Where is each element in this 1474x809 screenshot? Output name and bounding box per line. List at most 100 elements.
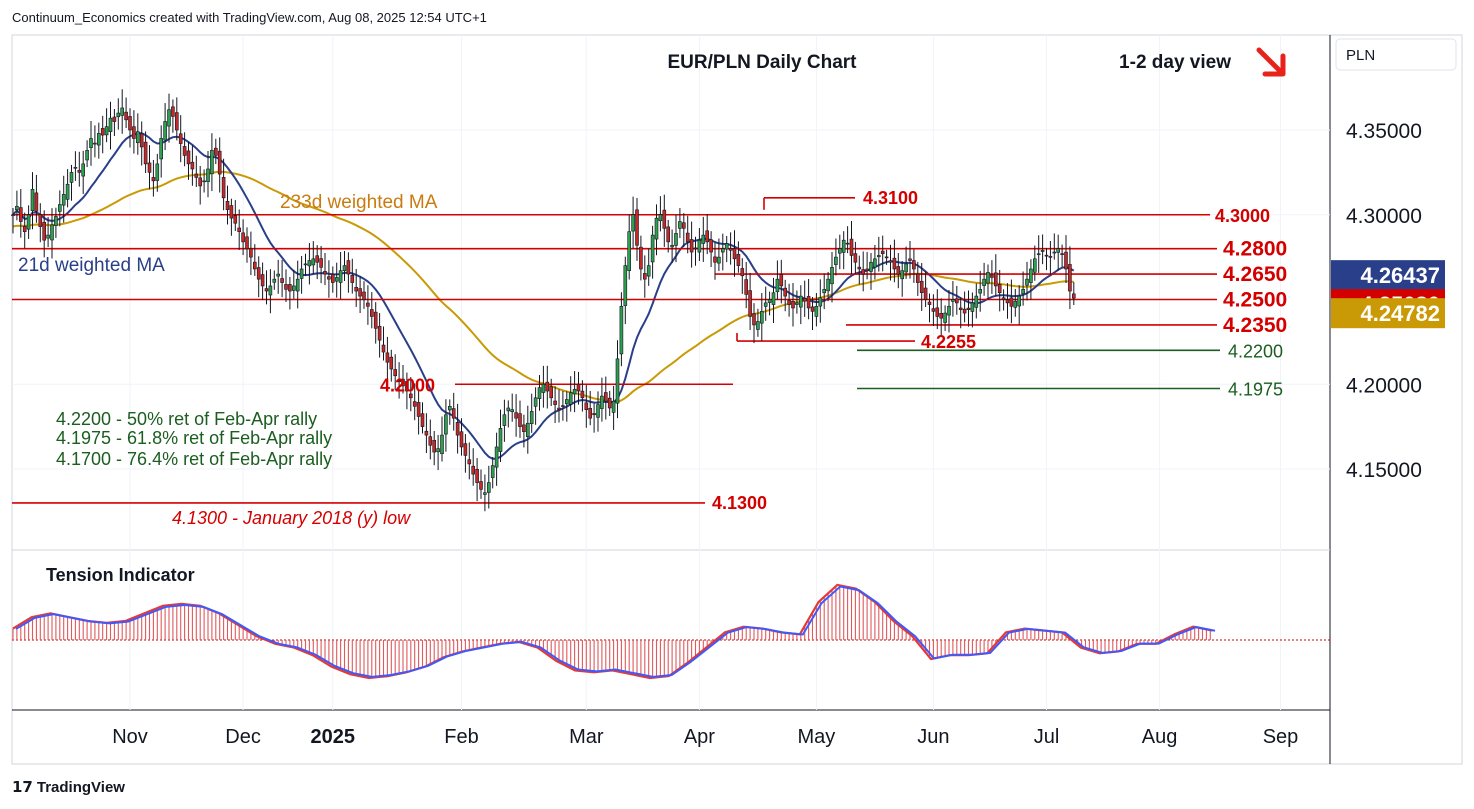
candle-body: [588, 408, 593, 419]
candle-body: [81, 163, 85, 177]
candle-body: [276, 273, 281, 277]
time-tick-label: Dec: [225, 726, 261, 748]
candle-body: [1044, 254, 1049, 257]
candle-body: [147, 162, 152, 173]
candle-body: [245, 236, 249, 249]
candle-body: [873, 258, 877, 268]
candle-body: [1029, 268, 1033, 283]
level-label-4.2350: 4.2350: [1223, 314, 1287, 337]
candle-body: [171, 106, 175, 117]
note-retracement-50: 4.2200 - 50% ret of Feb-Apr rally: [56, 409, 317, 429]
price-tick-label: 4.20000: [1346, 374, 1422, 397]
candle-body: [681, 222, 686, 229]
candle-body: [467, 459, 472, 465]
candle-body: [818, 297, 823, 307]
candle-body: [405, 381, 409, 392]
candle-body: [514, 412, 518, 419]
candle-body: [167, 109, 171, 127]
candle-body: [713, 256, 717, 263]
currency-box[interactable]: PLN: [1335, 38, 1457, 71]
price-axis: 4.35000 4.30000 4.20000 4.15000: [1346, 120, 1422, 482]
candle-body: [865, 268, 869, 271]
candle-body: [233, 215, 238, 224]
level-label-4.1975: 4.1975: [1228, 379, 1283, 399]
candle-body: [603, 392, 608, 402]
arrow-down-right-icon: [1256, 47, 1286, 77]
candle-body: [97, 133, 101, 146]
candle-body: [759, 311, 764, 324]
candle-body: [728, 248, 733, 251]
candle-body: [475, 468, 479, 483]
candle-body: [658, 214, 663, 222]
ma-21d-label: 21d weighted MA: [18, 255, 165, 276]
candle-body: [494, 446, 499, 468]
candle-body: [416, 402, 421, 417]
candle-body: [849, 238, 854, 256]
level-label-4.2800: 4.2800: [1223, 238, 1287, 261]
candle-body: [607, 397, 612, 409]
candle-body: [315, 255, 320, 263]
tradingview-logo-icon: 𝟭𝟳 TradingView: [12, 778, 125, 796]
candle-body: [732, 248, 737, 260]
candle-body: [533, 397, 538, 407]
candle-body: [217, 150, 222, 175]
candle-body: [128, 116, 132, 131]
candle-body: [377, 325, 382, 341]
candle-body: [288, 284, 292, 292]
candle-body: [568, 392, 573, 405]
candle-body: [541, 383, 546, 393]
candle-body: [22, 225, 27, 232]
level-label-4.2650: 4.2650: [1223, 263, 1287, 286]
candle-body: [100, 128, 105, 136]
candle-body: [650, 234, 655, 263]
candle-body: [791, 300, 795, 309]
candle-body: [214, 147, 218, 156]
candle-body: [1001, 297, 1006, 300]
candle-body: [175, 112, 179, 131]
horizontal-levels: [12, 197, 1220, 504]
candle-body: [253, 261, 257, 270]
candle-body: [962, 308, 967, 314]
candle-body: [369, 309, 374, 317]
candle-body: [798, 295, 803, 308]
candle-body: [908, 258, 912, 261]
candle-body: [763, 302, 768, 307]
candle-body: [249, 248, 253, 258]
time-tick-label: Aug: [1142, 726, 1178, 748]
candle-body: [884, 256, 889, 259]
candle-body: [592, 413, 596, 416]
candle-body: [912, 260, 916, 270]
time-axis: Nov Dec 2025 Feb Mar Apr May Jun Jul Aug Sep: [112, 726, 1298, 748]
candle-body: [65, 183, 70, 200]
candle-body: [919, 280, 924, 294]
price-tick-label: 4.30000: [1346, 205, 1422, 228]
candle-body: [1068, 264, 1072, 292]
footer-brand: TradingView: [36, 779, 125, 796]
candle-body: [241, 232, 245, 243]
candle-body: [982, 278, 986, 286]
candle-body: [225, 200, 230, 210]
candle-body: [904, 263, 908, 273]
candle-body: [1005, 299, 1010, 304]
level-label-4.2255: 4.2255: [921, 332, 976, 352]
candle-body: [424, 430, 429, 436]
candle-body: [869, 261, 873, 272]
candle-body: [1033, 258, 1037, 273]
candle-body: [580, 390, 585, 399]
price-tag-label: 4.24782: [1360, 301, 1440, 326]
tv-mark: 𝟭𝟳: [12, 779, 33, 796]
candle-body: [256, 267, 261, 280]
candle-body: [11, 214, 15, 217]
candle-body: [830, 266, 834, 285]
candle-body: [639, 246, 643, 270]
candle-body: [57, 204, 62, 212]
candle-body: [272, 278, 277, 283]
candle-body: [163, 121, 167, 141]
price-tag-bg: [1331, 298, 1445, 329]
level-label-4.3000: 4.3000: [1215, 206, 1270, 226]
candle-body: [186, 150, 191, 165]
candle-body: [943, 312, 947, 323]
candle-body: [627, 231, 632, 271]
